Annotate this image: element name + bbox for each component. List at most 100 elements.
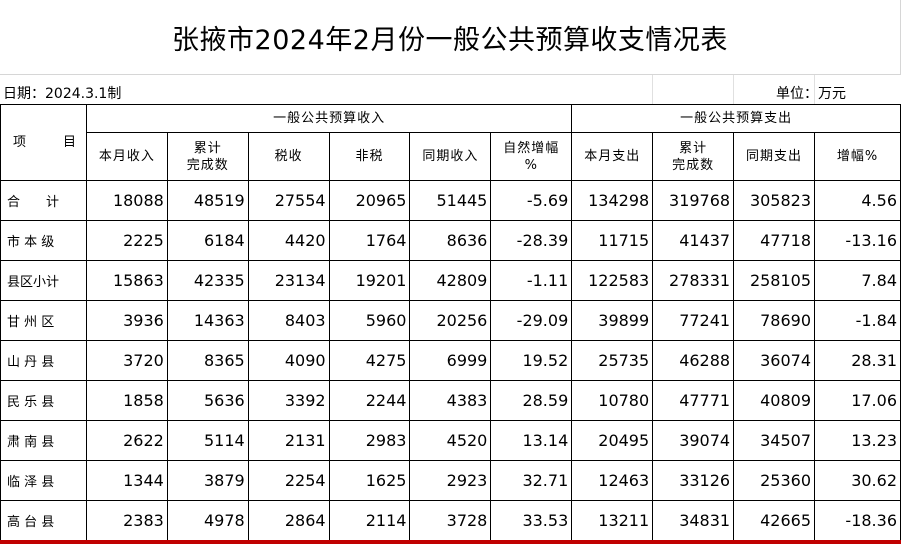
column-header: 累计 完成数 [652,132,735,181]
column-header: 累计 完成数 [166,132,249,181]
table-cell: 3936 [85,300,168,341]
table-cell: 51445 [409,180,492,221]
table-cell: 46288 [652,340,735,381]
table-cell: 2983 [328,420,411,461]
table-cell: -5.69 [490,180,573,221]
column-header: 本月收入 [85,132,168,181]
table-row: 肃 南 县 2622 5114 2131 2983 4520 13.14 20495 39074… [0,420,901,461]
table-cell: 3720 [85,340,168,381]
table-cell: 4275 [328,340,411,381]
table-cell: 7.84 [814,260,901,301]
expense-group-header: 一般公共预算支出 [571,104,901,133]
table-cell: 4090 [247,340,330,381]
table-cell: 2254 [247,460,330,501]
table-row: 县区小计 15863 42335 23134 19201 42809 -1.11 122583… [0,260,901,301]
table-row: 市 本 级 2225 6184 4420 1764 8636 -28.39 11715 4143… [0,220,901,261]
table-cell: 47718 [733,220,816,261]
item-header: 项目 [0,104,87,181]
table-cell: 134298 [571,180,654,221]
table-cell: 5960 [328,300,411,341]
table-cell: 2923 [409,460,492,501]
table-cell: 1764 [328,220,411,261]
row-label: 甘 州 区 [0,300,87,341]
table-cell: 4383 [409,380,492,421]
table-cell: 17.06 [814,380,901,421]
table-cell: 42665 [733,500,816,541]
table-cell: 39074 [652,420,735,461]
table-cell: 5114 [166,420,249,461]
table-cell: 28.31 [814,340,901,381]
table-cell: 3728 [409,500,492,541]
row-label: 山 丹 县 [0,340,87,381]
table-cell: -18.36 [814,500,901,541]
column-header-row: 本月收入 累计 完成数 税收 非税 同期收入 自然增幅% 本月支出 累计 完成数 同期支出 增幅% [1,132,901,181]
table-cell: -1.11 [490,260,573,301]
column-header-line: 累计 [679,140,708,156]
table-cell: 8636 [409,220,492,261]
column-header-line: 完成数 [186,157,229,173]
table-cell: 13211 [571,500,654,541]
column-header: 本月支出 [571,132,654,181]
table-cell: 19201 [328,260,411,301]
table-cell: 2622 [85,420,168,461]
table-cell: 33.53 [490,500,573,541]
column-header-line: % [524,157,538,173]
row-label: 临 泽 县 [0,460,87,501]
item-header-char: 项 [13,135,28,150]
table-cell: 122583 [571,260,654,301]
column-header-line: 本月支出 [584,149,641,164]
item-header-char: 目 [63,135,78,150]
table-cell: 48519 [166,180,249,221]
table-cell: 258105 [733,260,816,301]
table-cell: 278331 [652,260,735,301]
column-header: 同期支出 [733,132,816,181]
table-cell: 18088 [85,180,168,221]
table-cell: 1625 [328,460,411,501]
column-header-line: 本月收入 [98,149,155,164]
table-cell: 47771 [652,380,735,421]
grid-divider [652,75,653,105]
column-header-line: 同期收入 [422,149,479,164]
table-cell: -29.09 [490,300,573,341]
table-cell: 3879 [166,460,249,501]
table-cell: 42335 [166,260,249,301]
column-header: 增幅% [814,132,901,181]
table-cell: 32.71 [490,460,573,501]
table-cell: 1344 [85,460,168,501]
table-cell: 12463 [571,460,654,501]
table-cell: 13.23 [814,420,901,461]
table-cell: -28.39 [490,220,573,261]
table-cell: 20965 [328,180,411,221]
table-cell: 2131 [247,420,330,461]
page-title: 张掖市2024年2月份一般公共预算收支情况表 [0,0,901,74]
table-cell: 27554 [247,180,330,221]
table-cell: 11715 [571,220,654,261]
table-cell: 2864 [247,500,330,541]
table-cell: 20256 [409,300,492,341]
unit-label: 单位：万元 [776,86,846,102]
table-cell: 8403 [247,300,330,341]
row-label: 肃 南 县 [0,420,87,461]
table-cell: 10780 [571,380,654,421]
table-cell: 19.52 [490,340,573,381]
table-cell: 8365 [166,340,249,381]
table-cell: 34507 [733,420,816,461]
table-cell: 2383 [85,500,168,541]
table-cell: 2244 [328,380,411,421]
income-group-header: 一般公共预算收入 [85,104,573,133]
table-cell: 42809 [409,260,492,301]
table-cell: -13.16 [814,220,901,261]
table-cell: 25360 [733,460,816,501]
column-header: 税收 [247,132,330,181]
table-cell: 14363 [166,300,249,341]
table-cell: 28.59 [490,380,573,421]
table-row: 临 泽 县 1344 3879 2254 1625 2923 32.71 12463 33126… [0,460,901,501]
date-label: 日期：2024.3.1制 [3,86,122,102]
row-label: 民 乐 县 [0,380,87,421]
table-row: 高 台 县 2383 4978 2864 2114 3728 33.53 13211 34831… [0,500,901,541]
column-header: 同期收入 [409,132,492,181]
column-header-line: 完成数 [672,157,715,173]
table-cell: 3392 [247,380,330,421]
budget-table: 项目 一般公共预算收入 一般公共预算支出 本月收入 累计 完成数 税收 非税 同期收入 自然… [0,104,901,541]
